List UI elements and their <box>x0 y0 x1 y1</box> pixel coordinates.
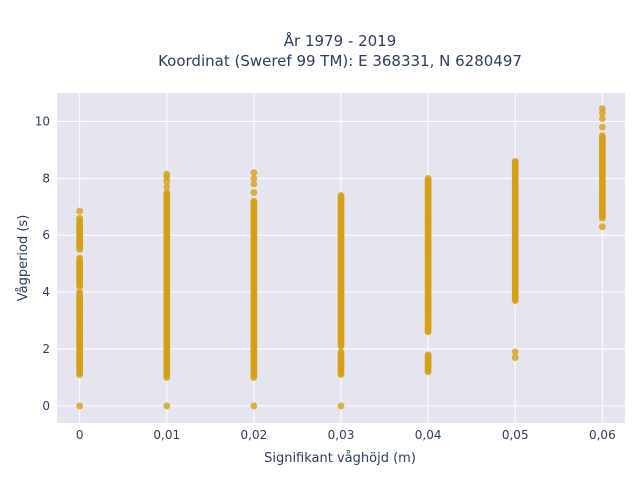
data-point <box>250 180 258 188</box>
data-point <box>511 157 519 165</box>
data-point <box>163 170 171 178</box>
data-point <box>250 174 258 182</box>
x-tick-label: 0,04 <box>415 428 442 442</box>
data-point <box>76 274 84 282</box>
data-point <box>76 207 84 215</box>
data-point <box>337 402 345 410</box>
x-axis-label: Signifikant våghöjd (m) <box>264 451 416 466</box>
tick-labels: 0 2 4 6 8 10 0 0,01 0,02 0,03 0,04 0,05 0,06 <box>35 114 616 442</box>
data-point <box>511 354 519 361</box>
y-tick-label: 6 <box>42 228 50 242</box>
data-point <box>598 132 606 140</box>
data-point <box>598 115 606 123</box>
data-point <box>76 214 84 222</box>
data-point <box>250 189 258 196</box>
data-point <box>76 254 84 262</box>
data-point <box>250 402 258 410</box>
data-point <box>76 402 84 410</box>
data-point <box>250 169 258 177</box>
data-point <box>76 288 84 296</box>
data-point <box>424 351 432 359</box>
y-axis-label: Vågperiod (s) <box>16 215 31 302</box>
data-point <box>337 348 345 356</box>
chart-title-line1: År 1979 - 2019 <box>284 31 397 50</box>
data-point <box>76 260 84 268</box>
x-tick-label: 0 <box>76 428 84 442</box>
data-point <box>424 174 432 182</box>
y-tick-label: 8 <box>42 171 50 185</box>
y-tick-label: 2 <box>42 342 50 356</box>
data-point <box>163 189 171 196</box>
x-tick-label: 0,03 <box>328 428 355 442</box>
data-point <box>163 183 171 191</box>
data-point <box>598 105 606 113</box>
data-point <box>598 123 606 131</box>
x-tick-label: 0,05 <box>502 428 529 442</box>
y-tick-label: 4 <box>42 285 50 299</box>
data-point <box>337 192 345 199</box>
x-tick-label: 0,01 <box>153 428 180 442</box>
data-point <box>598 223 606 231</box>
y-tick-label: 10 <box>35 114 50 128</box>
data-point <box>250 197 258 205</box>
data-point <box>163 402 171 410</box>
x-tick-label: 0,06 <box>589 428 616 442</box>
chart-title-line2: Koordinat (Sweref 99 TM): E 368331, N 62… <box>158 52 522 70</box>
x-tick-label: 0,02 <box>241 428 268 442</box>
data-points <box>76 105 606 410</box>
y-tick-label: 0 <box>42 399 50 413</box>
data-point <box>511 348 519 356</box>
